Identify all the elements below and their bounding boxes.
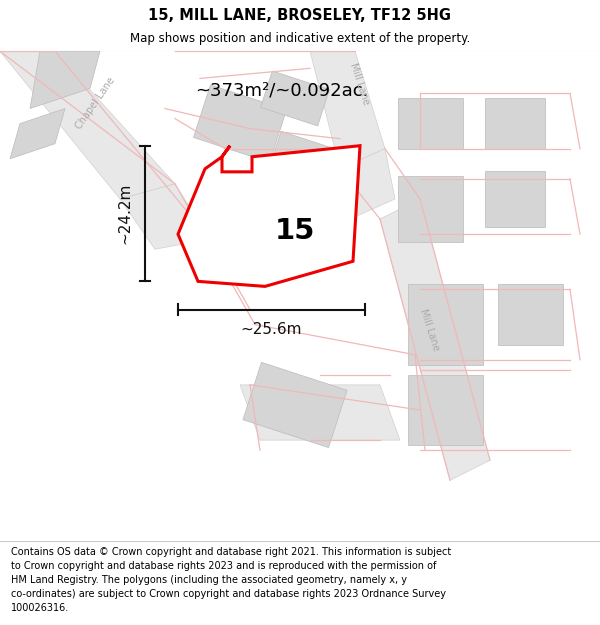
Polygon shape xyxy=(10,109,65,159)
Polygon shape xyxy=(260,71,329,126)
Text: 15: 15 xyxy=(275,217,315,245)
Polygon shape xyxy=(193,85,287,162)
Text: HM Land Registry. The polygons (including the associated geometry, namely x, y: HM Land Registry. The polygons (includin… xyxy=(11,575,407,585)
Polygon shape xyxy=(380,199,490,481)
Polygon shape xyxy=(120,184,210,249)
Text: ~25.6m: ~25.6m xyxy=(241,322,302,337)
Polygon shape xyxy=(485,171,545,227)
Polygon shape xyxy=(30,51,100,109)
Polygon shape xyxy=(485,99,545,149)
Text: 100026316.: 100026316. xyxy=(11,603,69,613)
Polygon shape xyxy=(407,375,482,445)
Polygon shape xyxy=(497,284,563,344)
Text: Map shows position and indicative extent of the property.: Map shows position and indicative extent… xyxy=(130,32,470,45)
Text: to Crown copyright and database rights 2023 and is reproduced with the permissio: to Crown copyright and database rights 2… xyxy=(11,561,436,571)
Polygon shape xyxy=(240,385,400,440)
Text: ~373m²/~0.092ac.: ~373m²/~0.092ac. xyxy=(195,81,368,99)
Polygon shape xyxy=(398,99,463,149)
Polygon shape xyxy=(0,51,175,199)
Text: Mill Lane: Mill Lane xyxy=(349,61,371,106)
Text: ~24.2m: ~24.2m xyxy=(118,183,133,244)
Polygon shape xyxy=(247,131,343,257)
Polygon shape xyxy=(0,51,600,541)
Polygon shape xyxy=(398,176,463,242)
Polygon shape xyxy=(340,149,395,219)
Polygon shape xyxy=(243,362,347,448)
Polygon shape xyxy=(178,146,360,286)
Text: co-ordinates) are subject to Crown copyright and database rights 2023 Ordnance S: co-ordinates) are subject to Crown copyr… xyxy=(11,589,446,599)
Text: Contains OS data © Crown copyright and database right 2021. This information is : Contains OS data © Crown copyright and d… xyxy=(11,548,451,558)
Text: Chapel Lane: Chapel Lane xyxy=(73,76,116,131)
Text: Mill Lane: Mill Lane xyxy=(419,308,442,352)
Polygon shape xyxy=(407,284,482,365)
Polygon shape xyxy=(310,51,385,169)
Text: 15, MILL LANE, BROSELEY, TF12 5HG: 15, MILL LANE, BROSELEY, TF12 5HG xyxy=(149,8,452,23)
